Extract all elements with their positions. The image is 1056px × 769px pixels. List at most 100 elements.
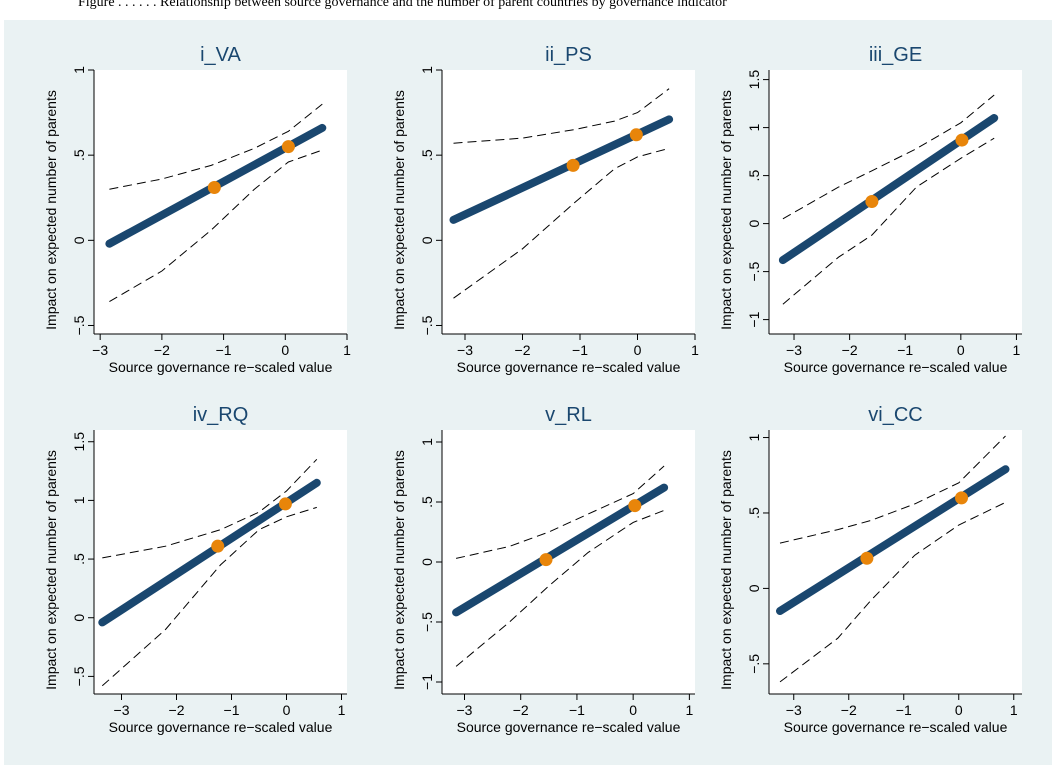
y-tick-label: .5 [746, 170, 762, 182]
x-axis-label: Source governance re−scaled value [457, 359, 681, 375]
y-tick-label: .5 [71, 553, 87, 565]
data-point [865, 195, 879, 209]
data-point [207, 181, 221, 195]
x-axis-label: Source governance re−scaled value [784, 359, 1008, 375]
data-point [955, 133, 969, 147]
y-tick-label: −.5 [419, 612, 435, 632]
y-tick-label: 0 [419, 558, 435, 566]
chart-title: ii_PS [545, 44, 592, 66]
y-tick-label: −.5 [746, 654, 762, 674]
x-tick-label: −3 [457, 702, 473, 718]
x-tick-label: 1 [691, 342, 699, 358]
x-axis-label: Source governance re−scaled value [109, 359, 333, 375]
y-axis-label: Impact on expected number of parents [391, 450, 407, 690]
plot-area [94, 70, 347, 334]
x-tick-label: 1 [1013, 342, 1021, 358]
y-tick-label: 1.5 [746, 70, 762, 90]
y-tick-label: 0 [71, 614, 87, 622]
chart-title: iii_GE [869, 44, 922, 66]
figure-caption: Figure . . . . . . Relationship between … [78, 0, 727, 10]
y-tick-label: −.5 [746, 261, 762, 281]
y-tick-label: 0 [419, 236, 435, 244]
y-tick-label: 1.5 [71, 432, 87, 452]
ci-upper-line [102, 458, 318, 559]
x-tick-label: 1 [343, 342, 351, 358]
x-tick-label: −1 [897, 342, 913, 358]
x-tick-label: −3 [457, 342, 473, 358]
x-tick-label: 1 [1010, 702, 1018, 718]
x-tick-label: −1 [569, 702, 585, 718]
x-tick-label: −3 [786, 702, 802, 718]
y-tick-label: 1 [746, 433, 762, 441]
y-tick-label: .5 [746, 507, 762, 519]
x-axis-label: Source governance re−scaled value [457, 719, 681, 735]
plot-area [442, 70, 695, 334]
y-tick-label: 1 [419, 66, 435, 74]
chart-title: i_VA [200, 44, 241, 66]
plot-area [442, 430, 695, 694]
fit-line [776, 465, 1010, 615]
y-axis-label: Impact on expected number of parents [43, 90, 59, 330]
y-tick-label: .5 [419, 496, 435, 508]
figure-panel: i_VA −3 −2 −1 0 1 −.5 0.5 1 Source governance re−… [4, 20, 1052, 765]
y-tick-label: −1 [746, 311, 762, 327]
ci-lower-line [782, 137, 995, 305]
data-point [278, 497, 292, 511]
x-tick-label: −3 [786, 342, 802, 358]
y-axis-label: Impact on expected number of parents [391, 90, 407, 330]
y-tick-label: −.5 [419, 315, 435, 335]
x-tick-label: −2 [842, 342, 858, 358]
y-axis-label: Impact on expected number of parents [718, 450, 734, 690]
ci-lower-line [779, 501, 1006, 683]
y-tick-label: 0 [746, 219, 762, 227]
chart-panel-4: iv_RQ −3 −2 −1 0 1 −.5 0 .5 1 1.5 Source governance… [43, 404, 347, 735]
y-tick-label: 0 [71, 236, 87, 244]
x-tick-label: −3 [114, 702, 130, 718]
y-tick-label: .5 [71, 149, 87, 161]
y-tick-label: −.5 [71, 666, 87, 686]
data-point [628, 499, 642, 513]
ci-upper-line [782, 94, 995, 220]
x-tick-label: 0 [957, 342, 965, 358]
chart-panel-2: ii_PS −3 −2 −1 0 1 −.5 0 .5 1 Source governance re… [391, 44, 699, 375]
x-tick-label: 0 [955, 702, 963, 718]
x-tick-label: 1 [685, 702, 693, 718]
y-tick-label: 1 [419, 438, 435, 446]
ci-upper-line [453, 88, 670, 144]
y-tick-label: −1 [419, 674, 435, 690]
x-tick-label: −2 [169, 702, 185, 718]
y-tick-label: 0 [746, 584, 762, 592]
ci-lower-line [453, 147, 670, 299]
ci-lower-line [455, 509, 665, 667]
chart-title: iv_RQ [193, 404, 249, 426]
x-axis-label: Source governance re−scaled value [784, 719, 1008, 735]
x-tick-label: 0 [634, 342, 642, 358]
chart-title: v_RL [545, 404, 592, 426]
x-tick-label: 0 [283, 702, 291, 718]
chart-title: vi_CC [868, 404, 922, 426]
x-tick-label: −1 [572, 342, 588, 358]
plot-area [769, 70, 1022, 334]
x-tick-label: 0 [281, 342, 289, 358]
y-tick-label: 1 [71, 66, 87, 74]
ci-upper-line [779, 435, 1006, 544]
y-axis-label: Impact on expected number of parents [43, 450, 59, 690]
data-point [211, 539, 225, 553]
x-tick-label: −1 [896, 702, 912, 718]
x-tick-label: −2 [513, 702, 529, 718]
data-point [955, 491, 968, 505]
x-tick-label: −2 [841, 702, 857, 718]
data-point [566, 158, 580, 172]
chart-panel-1: i_VA −3 −2 −1 0 1 −.5 0 .5 1 Source governance re−… [43, 44, 351, 375]
x-tick-label: −2 [515, 342, 531, 358]
x-tick-label: 0 [629, 702, 637, 718]
y-axis-label: Impact on expected number of parents [718, 90, 734, 330]
data-point [629, 128, 643, 142]
x-tick-label: 1 [338, 702, 346, 718]
y-tick-label: 1 [746, 123, 762, 131]
x-tick-label: −1 [224, 702, 240, 718]
data-point [539, 553, 553, 567]
